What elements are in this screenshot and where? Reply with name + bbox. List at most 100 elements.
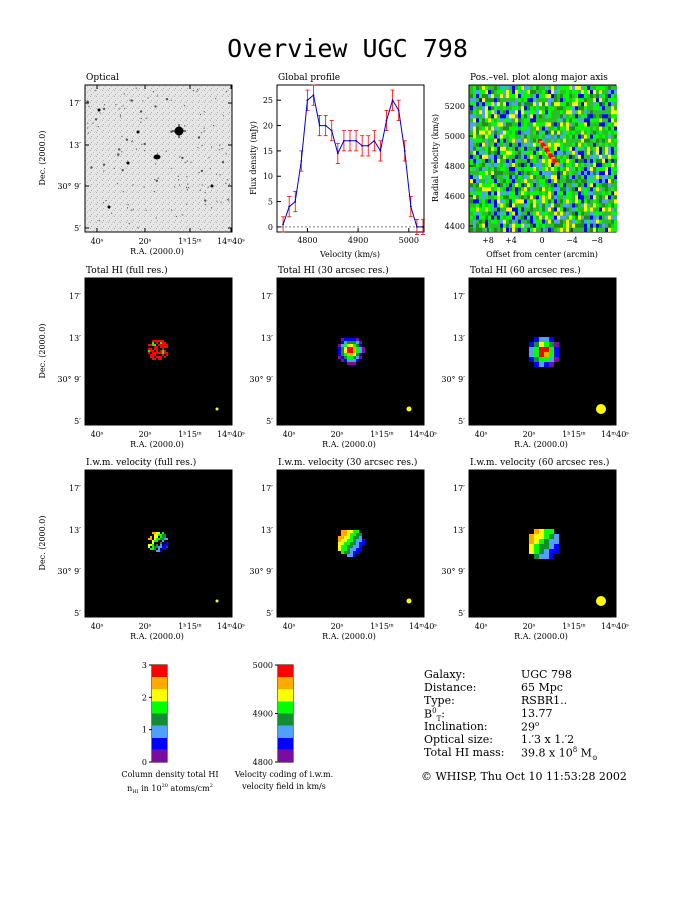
pv-pixel	[527, 199, 530, 204]
pv-pixel	[605, 195, 608, 200]
dec-tick-label: 17′	[261, 292, 273, 301]
map-pixel	[539, 362, 544, 367]
optical-star	[98, 220, 100, 222]
pv-pixel	[482, 130, 485, 135]
dec-tick-label: 5′	[74, 417, 81, 426]
pv-pixel	[512, 86, 515, 91]
pv-pixel	[593, 191, 596, 196]
pv-pixel	[578, 150, 581, 155]
pv-pixel	[485, 86, 488, 91]
pv-pixel	[482, 110, 485, 115]
pv-pixel	[602, 167, 605, 172]
map-pixel	[152, 548, 154, 550]
map-pixel	[353, 545, 356, 548]
map-pixel	[148, 352, 150, 354]
pv-pixel	[482, 138, 485, 143]
pv-pixel	[596, 142, 599, 147]
pv-pixel	[554, 171, 557, 176]
optical-star	[102, 163, 106, 166]
pv-pixel	[599, 175, 602, 180]
pv-pixel	[491, 207, 494, 212]
map-pixel	[152, 356, 154, 358]
pv-pixel	[605, 86, 608, 91]
pv-pixel	[470, 167, 473, 172]
pv-pixel	[545, 187, 548, 192]
map-pixel	[158, 548, 160, 550]
pv-pixel	[497, 122, 500, 127]
pv-pixel	[548, 134, 551, 139]
pv-pixel	[527, 211, 530, 216]
pv-pixel	[500, 227, 503, 232]
pv-pixel	[608, 179, 611, 184]
gp-ytick-label: 0	[268, 223, 273, 232]
info-label: Type:	[424, 694, 455, 707]
pv-pixel	[548, 158, 551, 163]
pv-pixel	[494, 114, 497, 119]
pv-pixel	[554, 179, 557, 184]
pv-pixel	[533, 154, 536, 159]
pv-pixel	[497, 106, 500, 111]
pv-pixel	[575, 106, 578, 111]
pv-pixel	[497, 110, 500, 115]
pv-pixel	[491, 162, 494, 167]
pv-pixel	[503, 98, 506, 103]
pv-pixel	[530, 203, 533, 208]
pv-pixel	[485, 223, 488, 228]
pv-pixel	[512, 106, 515, 111]
pv-pixel	[614, 207, 617, 212]
pv-pixel	[602, 199, 605, 204]
pv-pixel	[608, 134, 611, 139]
pv-pixel	[554, 146, 557, 151]
pv-pixel	[524, 219, 527, 224]
pv-pixel	[527, 167, 530, 172]
pv-pixel	[587, 207, 590, 212]
map-pixel	[534, 529, 539, 534]
pv-pixel	[596, 207, 599, 212]
pv-pixel	[482, 114, 485, 119]
pv-pixel	[590, 199, 593, 204]
pv-pixel	[515, 102, 518, 107]
pv-pixel	[479, 215, 482, 220]
pv-pixel	[614, 114, 617, 119]
pv-pixel	[545, 130, 548, 135]
pv-pixel	[485, 110, 488, 115]
pv-pixel	[536, 122, 539, 127]
pv-pixel	[560, 154, 563, 159]
pv-pixel	[476, 199, 479, 204]
pv-pixel	[605, 142, 608, 147]
pv-pixel	[536, 183, 539, 188]
pv-pixel	[605, 110, 608, 115]
pv-pixel	[488, 114, 491, 119]
map-pixel	[353, 353, 356, 356]
pv-pixel	[563, 191, 566, 196]
pv-pixel	[605, 227, 608, 232]
pv-pixel	[557, 207, 560, 212]
optical-star	[137, 227, 139, 229]
pv-pixel	[479, 126, 482, 131]
pv-pixel	[530, 126, 533, 131]
pv-pixel	[491, 146, 494, 151]
pv-pixel	[503, 223, 506, 228]
pv-pixel	[500, 138, 503, 143]
pv-pixel	[473, 90, 476, 95]
map-pixel	[162, 540, 164, 542]
pv-pixel	[536, 106, 539, 111]
pv-pixel	[605, 90, 608, 95]
pv-pixel	[578, 130, 581, 135]
pv-pixel	[548, 219, 551, 224]
pv-pixel	[599, 219, 602, 224]
pv-pixel	[602, 122, 605, 127]
pv-pixel	[518, 158, 521, 163]
pv-pixel	[539, 106, 542, 111]
map-pixel	[156, 356, 158, 358]
pv-pixel	[521, 211, 524, 216]
ra-axis-label: R.A. (2000.0)	[514, 632, 568, 641]
map-pixel	[549, 337, 554, 342]
pv-pixel	[473, 167, 476, 172]
map-pixel	[534, 539, 539, 544]
pv-pixel	[518, 102, 521, 107]
colorbar-swatch	[278, 689, 293, 702]
pv-pixel	[545, 191, 548, 196]
pv-pixel	[593, 215, 596, 220]
pv-pixel	[572, 162, 575, 167]
